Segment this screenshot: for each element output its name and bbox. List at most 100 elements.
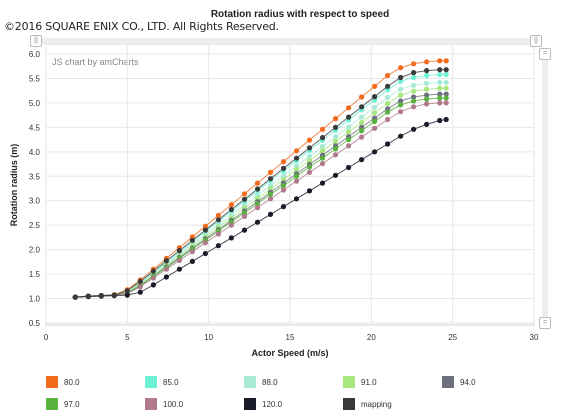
point-mapping[interactable] (254, 186, 261, 192)
point-100.0[interactable] (163, 266, 169, 272)
point-80.0[interactable] (437, 58, 443, 64)
point-mapping[interactable] (306, 145, 313, 151)
point-91.0[interactable] (319, 148, 326, 154)
point-85.0[interactable] (443, 71, 449, 78)
point-mapping[interactable] (424, 68, 430, 74)
point-100.0[interactable] (346, 143, 352, 149)
point-100.0[interactable] (424, 101, 430, 107)
point-120.0[interactable] (267, 211, 274, 217)
point-88.0[interactable] (411, 82, 417, 88)
point-85.0[interactable] (424, 72, 430, 79)
point-91.0[interactable] (306, 158, 313, 164)
legend-item-mapping[interactable]: mapping (343, 397, 392, 411)
point-100.0[interactable] (189, 249, 195, 255)
point-120.0[interactable] (293, 196, 300, 202)
point-91.0[interactable] (332, 138, 339, 145)
point-88.0[interactable] (280, 173, 287, 179)
point-120.0[interactable] (215, 243, 221, 249)
point-80.0[interactable] (228, 202, 234, 208)
point-120.0[interactable] (241, 227, 248, 233)
point-91.0[interactable] (346, 129, 352, 135)
point-mapping[interactable] (443, 67, 449, 73)
point-91.0[interactable] (372, 110, 378, 116)
point-80.0[interactable] (202, 223, 208, 229)
point-80.0[interactable] (372, 83, 378, 89)
point-100.0[interactable] (267, 196, 274, 202)
point-120.0[interactable] (150, 282, 156, 288)
point-mapping[interactable] (98, 293, 104, 299)
point-mapping[interactable] (189, 237, 195, 243)
point-100.0[interactable] (280, 187, 287, 193)
point-mapping[interactable] (163, 258, 169, 264)
point-91.0[interactable] (398, 92, 404, 98)
point-94.0[interactable] (424, 92, 430, 98)
point-120.0[interactable] (124, 292, 130, 298)
point-97.0[interactable] (424, 96, 430, 102)
point-97.0[interactable] (319, 155, 326, 161)
point-100.0[interactable] (437, 100, 443, 106)
point-120.0[interactable] (346, 164, 352, 171)
legend-item-100.0[interactable]: 100.0 (145, 397, 183, 411)
point-120.0[interactable] (443, 116, 449, 123)
legend-item-94.0[interactable]: 94.0 (442, 375, 476, 389)
point-120.0[interactable] (228, 235, 234, 241)
point-97.0[interactable] (267, 191, 274, 197)
point-85.0[interactable] (437, 71, 443, 78)
vertical-scrollbar[interactable] (542, 50, 548, 326)
point-mapping[interactable] (359, 104, 365, 110)
point-100.0[interactable] (150, 275, 156, 281)
point-mapping[interactable] (293, 155, 300, 161)
point-80.0[interactable] (241, 191, 248, 197)
point-97.0[interactable] (385, 109, 391, 115)
v-scroll-bottom-handle[interactable]: = (539, 317, 551, 329)
point-100.0[interactable] (215, 231, 221, 237)
h-scroll-right-handle[interactable]: || (530, 35, 542, 47)
point-120.0[interactable] (411, 126, 417, 132)
point-120.0[interactable] (319, 180, 326, 186)
point-mapping[interactable] (372, 94, 378, 100)
point-120.0[interactable] (359, 157, 365, 163)
point-100.0[interactable] (176, 257, 182, 263)
point-97.0[interactable] (443, 95, 449, 101)
point-91.0[interactable] (437, 85, 443, 91)
point-97.0[interactable] (372, 118, 378, 125)
point-mapping[interactable] (111, 292, 117, 298)
point-120.0[interactable] (398, 133, 404, 139)
point-100.0[interactable] (411, 104, 417, 110)
point-97.0[interactable] (437, 95, 443, 101)
point-91.0[interactable] (359, 119, 365, 126)
chart-credit[interactable]: JS chart by amCharts (52, 57, 139, 67)
point-mapping[interactable] (124, 288, 130, 294)
point-mapping[interactable] (437, 67, 443, 73)
point-91.0[interactable] (411, 88, 417, 94)
point-80.0[interactable] (398, 65, 404, 71)
point-mapping[interactable] (228, 206, 234, 213)
point-97.0[interactable] (332, 146, 339, 152)
point-mapping[interactable] (202, 227, 208, 233)
point-100.0[interactable] (332, 152, 339, 158)
point-80.0[interactable] (443, 58, 449, 64)
legend-item-80.0[interactable]: 80.0 (46, 375, 80, 389)
point-mapping[interactable] (267, 176, 274, 182)
point-120.0[interactable] (385, 141, 391, 147)
point-100.0[interactable] (372, 125, 378, 131)
point-85.0[interactable] (411, 74, 417, 81)
point-80.0[interactable] (332, 116, 339, 122)
point-mapping[interactable] (280, 165, 287, 171)
point-88.0[interactable] (306, 153, 313, 159)
point-80.0[interactable] (411, 61, 417, 67)
point-80.0[interactable] (346, 105, 352, 111)
point-88.0[interactable] (385, 94, 391, 101)
point-85.0[interactable] (398, 78, 404, 84)
h-scroll-left-handle[interactable]: || (30, 35, 42, 47)
point-97.0[interactable] (306, 164, 313, 170)
point-mapping[interactable] (215, 217, 221, 223)
point-94.0[interactable] (443, 91, 449, 97)
horizontal-scrollbar[interactable] (34, 38, 542, 44)
point-100.0[interactable] (398, 109, 404, 115)
point-91.0[interactable] (424, 86, 430, 92)
point-100.0[interactable] (443, 100, 449, 106)
point-80.0[interactable] (215, 212, 221, 218)
point-mapping[interactable] (176, 248, 182, 254)
point-91.0[interactable] (385, 100, 391, 106)
